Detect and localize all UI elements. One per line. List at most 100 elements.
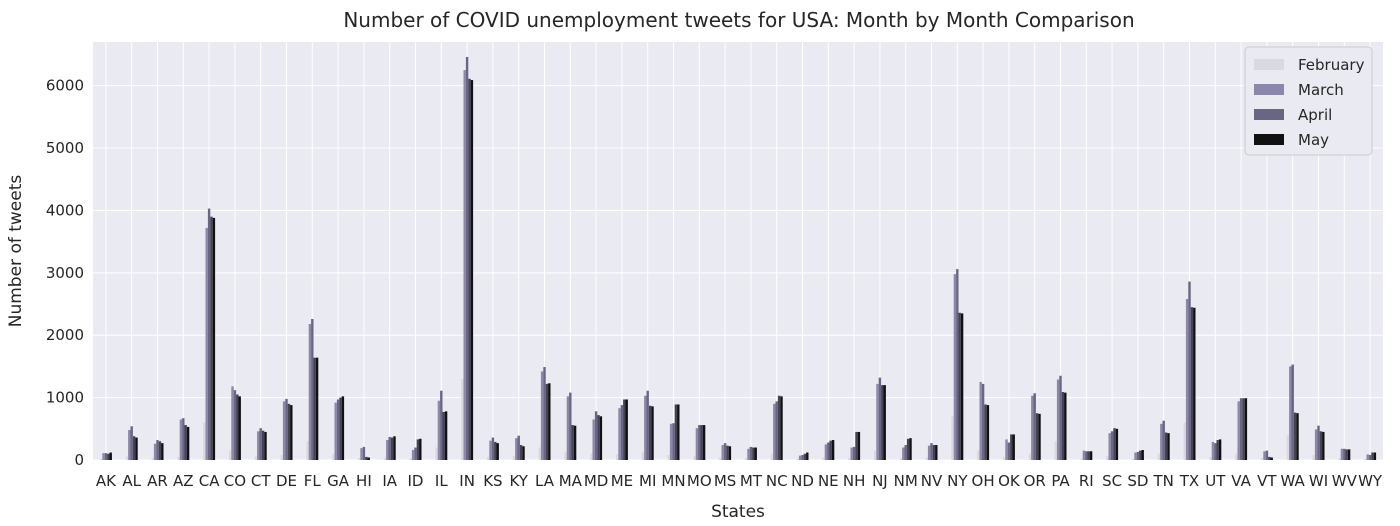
bar — [904, 445, 907, 460]
y-tick-label: 6000 — [46, 77, 84, 95]
bar — [1035, 413, 1039, 460]
bar — [796, 458, 799, 460]
bar — [573, 425, 577, 460]
bar — [1110, 431, 1114, 460]
bar — [1033, 393, 1036, 460]
bar — [336, 399, 340, 460]
bar — [932, 445, 936, 460]
bar — [306, 441, 309, 460]
x-tick-label: DE — [276, 472, 297, 490]
bar — [515, 438, 518, 460]
bar — [1296, 413, 1299, 460]
bar — [1237, 401, 1240, 460]
bar — [1265, 450, 1269, 460]
x-tick-label: IA — [382, 472, 397, 490]
legend-box — [1244, 46, 1373, 156]
bar — [674, 404, 678, 460]
bar — [153, 443, 157, 460]
bar — [254, 456, 258, 460]
bar — [695, 428, 699, 460]
bar — [667, 455, 670, 460]
bar — [409, 458, 412, 460]
bar — [1338, 458, 1341, 460]
bar — [186, 426, 190, 460]
x-tick-label: AR — [147, 472, 168, 490]
bar — [698, 425, 701, 460]
bar — [313, 357, 316, 460]
x-tick-label: SD — [1127, 472, 1148, 490]
bar — [357, 458, 361, 460]
bar — [728, 446, 732, 460]
bar — [857, 431, 861, 460]
bar — [951, 416, 954, 460]
y-tick-label: 0 — [74, 451, 84, 469]
chart-title: Number of COVID unemployment tweets for … — [343, 8, 1134, 32]
bar — [651, 406, 654, 460]
x-axis-label: States — [711, 502, 765, 522]
bar — [1340, 448, 1344, 460]
bar — [1368, 455, 1372, 460]
x-tick-label: UT — [1205, 472, 1226, 490]
bar — [677, 404, 680, 460]
bar — [386, 440, 389, 460]
y-tick-label: 5000 — [46, 139, 84, 157]
bar — [341, 396, 345, 460]
bar — [1244, 398, 1248, 460]
bar — [1080, 458, 1083, 460]
bar — [238, 396, 241, 460]
x-tick-label: WY — [1358, 472, 1383, 490]
bar — [416, 439, 420, 460]
bar — [700, 425, 703, 460]
bar — [798, 455, 802, 460]
bar — [1162, 420, 1165, 460]
bar — [99, 458, 103, 460]
x-tick-label: NC — [766, 472, 788, 490]
bar — [308, 323, 312, 460]
bar — [1082, 450, 1086, 460]
x-tick-label: NJ — [872, 472, 888, 490]
y-axis-label: Number of tweets — [6, 175, 26, 328]
x-tick-label: OK — [998, 472, 1021, 490]
bar — [543, 367, 546, 460]
x-tick-label: WA — [1281, 472, 1306, 490]
bar — [463, 70, 466, 461]
bar — [723, 443, 727, 460]
bar — [494, 441, 497, 460]
bars — [99, 56, 1377, 461]
bar — [1314, 429, 1318, 460]
bar — [1002, 456, 1006, 460]
y-ticks: 0 1000 2000 3000 4000 5000 6000 — [46, 77, 84, 469]
bar — [726, 445, 729, 460]
x-tick-label: RI — [1079, 472, 1094, 490]
bar — [280, 455, 283, 460]
bar — [489, 440, 492, 460]
bar — [151, 457, 154, 460]
bar — [719, 457, 722, 460]
bar — [956, 269, 959, 460]
bar — [623, 399, 626, 460]
bar — [442, 411, 445, 460]
bar — [1059, 375, 1062, 460]
bar — [672, 423, 675, 460]
legend-label: April — [1298, 106, 1332, 124]
bar — [749, 446, 753, 460]
plot-area — [93, 42, 1383, 460]
bar — [365, 456, 368, 460]
bar — [1364, 458, 1367, 460]
bar — [290, 405, 293, 460]
bar — [827, 442, 830, 460]
bar — [311, 319, 314, 460]
bar — [644, 395, 647, 460]
bar — [1317, 425, 1320, 460]
bar — [1139, 450, 1142, 460]
bar — [1366, 454, 1369, 460]
bar — [132, 436, 136, 460]
bar — [212, 217, 216, 460]
bar — [775, 401, 778, 460]
bar — [540, 371, 544, 460]
bar — [1010, 434, 1013, 460]
bar — [829, 440, 832, 460]
bar — [876, 383, 879, 460]
x-tick-label: HI — [356, 472, 372, 490]
